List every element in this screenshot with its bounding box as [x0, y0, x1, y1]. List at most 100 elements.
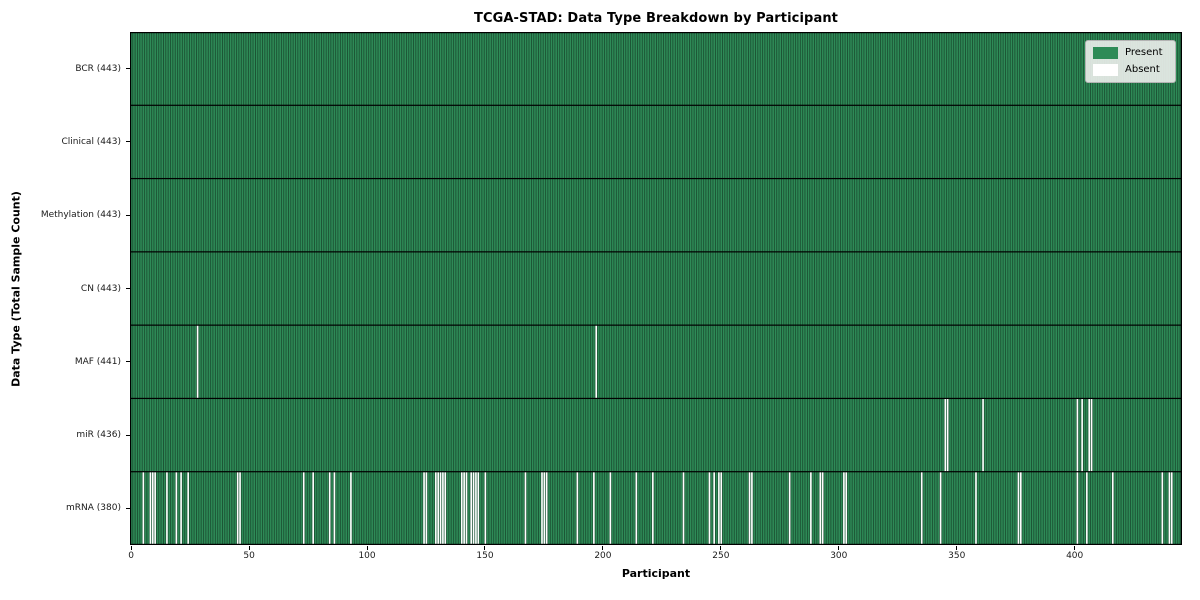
legend-label-absent: Absent: [1125, 64, 1160, 75]
legend-item-present: Present: [1093, 47, 1167, 59]
absent-cell-mRNA-335: [920, 471, 923, 545]
absent-cell-mRNA-8: [149, 471, 152, 545]
absent-cell-mRNA-245: [708, 471, 711, 545]
absent-cell-mRNA-45: [236, 471, 239, 545]
heatmap-plot: [130, 32, 1182, 545]
absent-cell-mRNA-21: [180, 471, 182, 545]
absent-cell-mRNA-130: [437, 471, 439, 545]
absent-cell-mRNA-189: [576, 471, 579, 545]
y-tick-label-miR: miR (436): [76, 430, 121, 441]
absent-cell-mRNA-132: [442, 471, 444, 545]
absent-cell-mRNA-10: [154, 471, 156, 545]
row-separator: [130, 104, 1182, 106]
absent-cell-mRNA-249: [718, 471, 720, 545]
chart-title: TCGA-STAD: Data Type Breakdown by Partic…: [474, 11, 838, 26]
absent-cell-mRNA-377: [1019, 471, 1022, 545]
x-tick-label-200: 200: [594, 551, 612, 561]
absent-cell-mRNA-19: [175, 471, 178, 545]
absent-cell-mRNA-176: [545, 471, 548, 545]
absent-cell-mRNA-125: [425, 471, 428, 545]
x-tick-mark: [248, 546, 250, 550]
row-separator: [130, 397, 1182, 400]
legend: Present Absent: [1085, 40, 1176, 83]
present-swatch-icon: [1093, 47, 1118, 59]
absent-cell-miR-346: [946, 398, 949, 472]
absent-cell-mRNA-214: [635, 471, 638, 545]
x-tick-label-150: 150: [476, 551, 494, 561]
absent-cell-mRNA-416: [1111, 471, 1114, 545]
absent-cell-mRNA-250: [720, 471, 723, 545]
absent-cell-miR-361: [982, 398, 984, 472]
x-tick-mark: [838, 546, 840, 550]
row-separator: [130, 324, 1182, 326]
absent-cell-mRNA-234: [682, 471, 685, 545]
absent-swatch-icon: [1093, 64, 1118, 76]
absent-cell-mRNA-144: [470, 471, 473, 545]
absent-cell-mRNA-174: [541, 471, 543, 545]
absent-cell-MAF-28: [196, 325, 199, 399]
x-tick-label-400: 400: [1066, 551, 1084, 561]
absent-cell-mRNA-441: [1170, 471, 1173, 545]
absent-cell-mRNA-405: [1086, 471, 1088, 545]
absent-cell-mRNA-9: [151, 471, 154, 545]
absent-cell-mRNA-86: [333, 471, 336, 545]
absent-cell-mRNA-440: [1168, 471, 1171, 545]
absent-cell-mRNA-292: [819, 471, 822, 545]
x-tick-mark: [130, 546, 132, 550]
absent-cell-mRNA-175: [543, 471, 546, 545]
x-tick-label-250: 250: [712, 551, 730, 561]
absent-cell-mRNA-77: [312, 471, 314, 545]
absent-cell-miR-407: [1090, 398, 1093, 472]
absent-cell-mRNA-203: [609, 471, 612, 545]
absent-cell-mRNA-140: [460, 471, 463, 545]
absent-cell-mRNA-124: [423, 471, 425, 545]
absent-cell-mRNA-262: [748, 471, 751, 545]
plot-border: [130, 32, 1182, 545]
absent-cell-mRNA-167: [524, 471, 527, 545]
x-tick-mark: [484, 546, 486, 550]
absent-cell-mRNA-73: [302, 471, 305, 545]
absent-cell-mRNA-288: [810, 471, 812, 545]
x-tick-mark: [366, 546, 368, 550]
row-separator: [130, 177, 1182, 180]
absent-cell-mRNA-129: [435, 471, 437, 545]
cell-edge-stripes: [130, 32, 1182, 545]
absent-cell-mRNA-142: [465, 471, 468, 545]
y-axis-label: Data Type (Total Sample Count): [9, 191, 23, 387]
x-tick-label-100: 100: [358, 551, 376, 561]
x-tick-mark: [1074, 546, 1076, 550]
absent-cell-mRNA-401: [1076, 471, 1079, 545]
absent-cell-mRNA-376: [1017, 471, 1020, 545]
absent-cell-miR-403: [1081, 398, 1083, 472]
absent-cell-miR-401: [1076, 398, 1079, 472]
absent-cell-mRNA-5: [142, 471, 145, 545]
absent-cell-mRNA-279: [788, 471, 791, 545]
absent-cell-mRNA-221: [652, 471, 654, 545]
absent-cell-mRNA-133: [444, 471, 447, 545]
absent-cell-mRNA-146: [475, 471, 477, 545]
y-tick-label-BCR: BCR (443): [75, 63, 121, 74]
legend-item-absent: Absent: [1093, 64, 1167, 76]
absent-cell-miR-345: [944, 398, 947, 472]
absent-cell-mRNA-141: [463, 471, 465, 545]
absent-cell-mRNA-437: [1161, 471, 1164, 545]
x-axis-label: Participant: [621, 567, 691, 580]
y-tick-label-mRNA: mRNA (380): [66, 503, 121, 514]
absent-cell-mRNA-358: [975, 471, 977, 545]
absent-cell-mRNA-303: [845, 471, 848, 545]
absent-cell-mRNA-263: [751, 471, 753, 545]
absent-cell-mRNA-46: [239, 471, 241, 545]
x-tick-mark: [602, 546, 604, 550]
absent-cell-MAF-197: [595, 325, 598, 399]
absent-cell-mRNA-131: [439, 471, 442, 545]
absent-cell-mRNA-145: [472, 471, 475, 545]
row-separator: [130, 251, 1182, 253]
x-tick-mark: [956, 546, 958, 550]
absent-cell-mRNA-84: [328, 471, 331, 545]
absent-cell-mRNA-93: [350, 471, 352, 545]
x-tick-label-50: 50: [243, 551, 255, 561]
legend-label-present: Present: [1125, 47, 1163, 58]
absent-cell-mRNA-24: [187, 471, 189, 545]
x-tick-label-300: 300: [830, 551, 848, 561]
